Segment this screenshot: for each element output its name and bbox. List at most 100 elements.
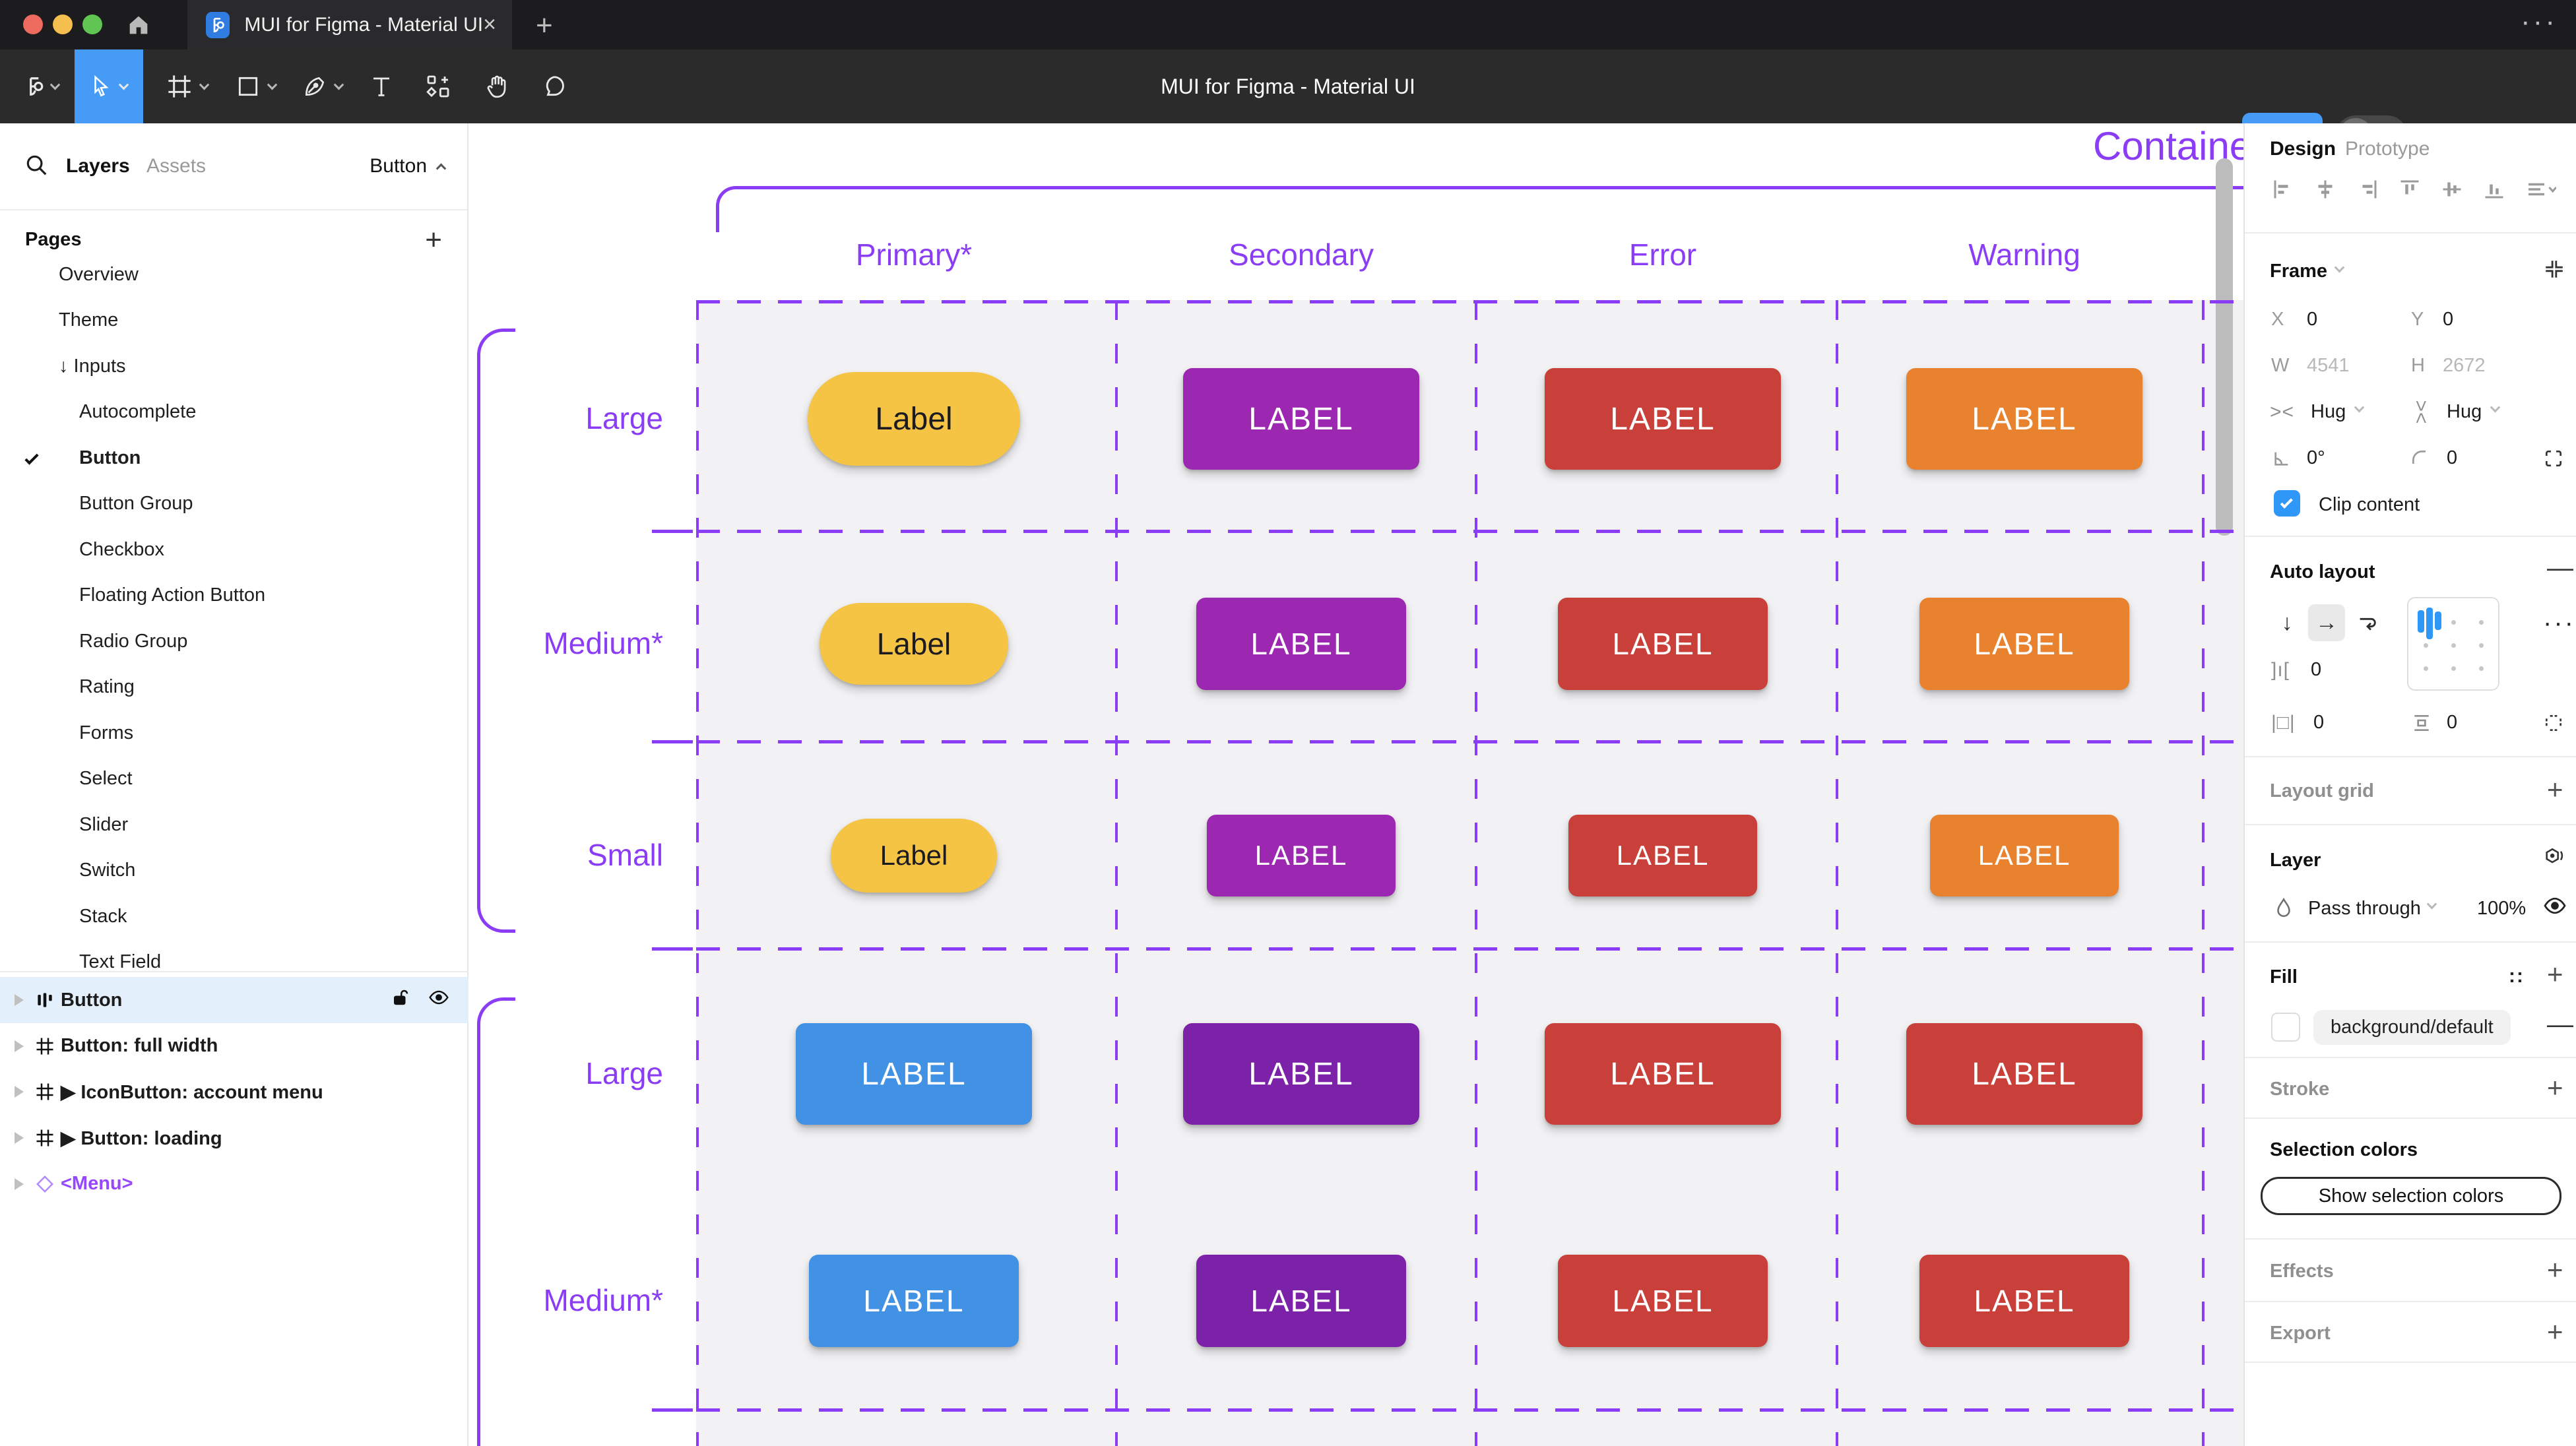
pen-tool-button[interactable] — [294, 49, 350, 123]
home-icon[interactable] — [125, 12, 152, 38]
gap-value[interactable]: 0 — [2311, 659, 2322, 680]
mui-button-large-secondary[interactable]: LABEL — [1183, 368, 1419, 470]
sidebar-page-slider[interactable]: Slider — [0, 803, 468, 846]
layer-row-iconbutton-account-menu[interactable]: ▶ IconButton: account menu — [0, 1069, 468, 1115]
sidebar-page-autocomplete[interactable]: Autocomplete — [0, 391, 468, 433]
layer-row-button-full-width[interactable]: Button: full width — [0, 1023, 468, 1069]
minimize-window-icon[interactable] — [53, 15, 73, 34]
mui-button-large-error[interactable]: LABEL — [1545, 1023, 1781, 1125]
mui-button-small-secondary[interactable]: LABEL — [1207, 815, 1396, 896]
figma-menu-button[interactable] — [15, 49, 70, 123]
mui-button-large-secondary[interactable]: LABEL — [1183, 1023, 1419, 1125]
frame-chevron-icon[interactable] — [2334, 262, 2345, 273]
eye-icon[interactable] — [2543, 894, 2567, 921]
resources-tool-button[interactable] — [417, 49, 459, 123]
tab-close-icon[interactable]: × — [483, 12, 496, 37]
expand-caret-icon[interactable] — [15, 1178, 24, 1190]
sidebar-page-overview[interactable]: Overview — [0, 253, 468, 296]
w-value[interactable]: 4541 — [2307, 355, 2350, 376]
mui-button-medium-secondary[interactable]: LABEL — [1196, 1255, 1406, 1347]
padding-horizontal-value[interactable]: 0 — [2313, 712, 2325, 733]
mui-button-medium-warning[interactable]: LABEL — [1919, 598, 2129, 690]
mui-button-small-warning[interactable]: LABEL — [1930, 815, 2119, 896]
rotation-value[interactable]: 0° — [2307, 447, 2325, 468]
sidebar-page-switch[interactable]: Switch — [0, 850, 468, 892]
hug-horizontal-value[interactable]: Hug — [2311, 401, 2346, 422]
expand-caret-icon[interactable] — [15, 1132, 24, 1145]
add-layout-grid-button[interactable]: + — [2547, 774, 2563, 805]
align-left-icon[interactable] — [2271, 177, 2295, 204]
sidebar-page-forms[interactable]: Forms — [0, 712, 468, 754]
search-icon[interactable] — [24, 152, 49, 181]
fill-token-chip[interactable]: background/default — [2313, 1010, 2511, 1045]
expand-caret-icon[interactable] — [15, 994, 24, 1006]
remove-auto-layout-button[interactable]: — — [2547, 553, 2573, 582]
sidebar-page-theme[interactable]: Theme — [0, 299, 468, 342]
comment-tool-button[interactable] — [533, 49, 575, 123]
sidebar-page-text-field[interactable]: Text Field — [0, 941, 468, 984]
distribute-menu-icon[interactable] — [2525, 177, 2558, 204]
h-value[interactable]: 2672 — [2443, 355, 2486, 376]
layout-wrap-icon[interactable] — [2349, 604, 2386, 641]
align-v-center-icon[interactable] — [2440, 177, 2464, 204]
collapse-panel-icon[interactable] — [2543, 258, 2565, 284]
padding-vertical-value[interactable]: 0 — [2447, 712, 2458, 733]
add-stroke-button[interactable]: + — [2547, 1072, 2563, 1103]
frame-tool-button[interactable] — [158, 49, 215, 123]
mui-button-medium-primary[interactable]: Label — [820, 603, 1008, 685]
remove-fill-button[interactable]: — — [2547, 1010, 2573, 1039]
add-effect-button[interactable]: + — [2547, 1254, 2563, 1285]
move-tool-button[interactable] — [75, 49, 143, 123]
sidebar-page-button-group[interactable]: Button Group — [0, 483, 468, 525]
canvas-scrollbar[interactable] — [2216, 158, 2233, 536]
layout-vertical-icon[interactable]: ↓ — [2281, 610, 2293, 635]
tab-prototype[interactable]: Prototype — [2345, 138, 2430, 160]
mui-button-medium-error[interactable]: LABEL — [1558, 1255, 1768, 1347]
clip-content-checkbox[interactable] — [2274, 490, 2300, 517]
mui-button-medium-secondary[interactable]: LABEL — [1196, 598, 1406, 690]
blend-mode-value[interactable]: Pass through — [2308, 898, 2421, 919]
add-export-button[interactable]: + — [2547, 1316, 2563, 1347]
tab-design[interactable]: Design — [2270, 138, 2336, 160]
align-right-icon[interactable] — [2356, 177, 2379, 204]
browser-tab[interactable]: MUI for Figma - Material UI × — [187, 0, 512, 49]
expand-caret-icon[interactable] — [15, 1086, 24, 1098]
layer-row-button[interactable]: Button — [0, 977, 468, 1023]
new-tab-button[interactable]: + — [536, 9, 553, 42]
add-page-button[interactable]: + — [425, 224, 442, 256]
mui-button-large-error[interactable]: LABEL — [1545, 368, 1781, 470]
page-selector[interactable]: Button — [370, 155, 447, 177]
add-fill-button[interactable]: + — [2547, 959, 2563, 990]
sidebar-page-stack[interactable]: Stack — [0, 895, 468, 937]
sidebar-page-inputs[interactable]: ↓ Inputs — [0, 345, 468, 387]
show-selection-colors-button[interactable]: Show selection colors — [2261, 1177, 2561, 1215]
auto-layout-more-icon[interactable]: ··· — [2543, 608, 2575, 637]
x-value[interactable]: 0 — [2307, 309, 2318, 330]
close-window-icon[interactable] — [23, 15, 43, 34]
tab-assets[interactable]: Assets — [146, 155, 207, 177]
mui-button-large-warning[interactable]: LABEL — [1906, 1023, 2142, 1125]
mui-button-large-primary[interactable]: Label — [808, 372, 1020, 466]
y-value[interactable]: 0 — [2443, 309, 2454, 330]
sidebar-page-button[interactable]: Button — [0, 437, 468, 479]
canvas[interactable]: Contained Primary*SecondaryErrorWarningL… — [468, 123, 2243, 1446]
shape-tool-button[interactable] — [228, 49, 283, 123]
mui-button-medium-warning[interactable]: LABEL — [1919, 1255, 2129, 1347]
lock-open-icon[interactable] — [391, 987, 410, 1013]
hand-tool-button[interactable] — [476, 49, 519, 123]
mui-button-small-primary[interactable]: Label — [831, 819, 997, 893]
hug-vertical-value[interactable]: Hug — [2447, 401, 2482, 422]
align-top-icon[interactable] — [2398, 177, 2422, 204]
align-h-center-icon[interactable] — [2313, 177, 2337, 204]
layer-row-button-loading[interactable]: ▶ Button: loading — [0, 1115, 468, 1161]
sidebar-page-checkbox[interactable]: Checkbox — [0, 528, 468, 571]
blend-style-icon[interactable] — [2543, 846, 2565, 872]
text-tool-button[interactable] — [363, 49, 400, 123]
independent-corners-icon[interactable] — [2543, 448, 2564, 472]
mui-button-medium-error[interactable]: LABEL — [1558, 598, 1768, 690]
sidebar-page-select[interactable]: Select — [0, 758, 468, 800]
fill-styles-icon[interactable]: :: — [2509, 965, 2525, 987]
fill-swatch[interactable] — [2271, 1013, 2300, 1042]
mui-button-large-primary[interactable]: LABEL — [796, 1023, 1032, 1125]
opacity-value[interactable]: 100% — [2477, 898, 2527, 919]
